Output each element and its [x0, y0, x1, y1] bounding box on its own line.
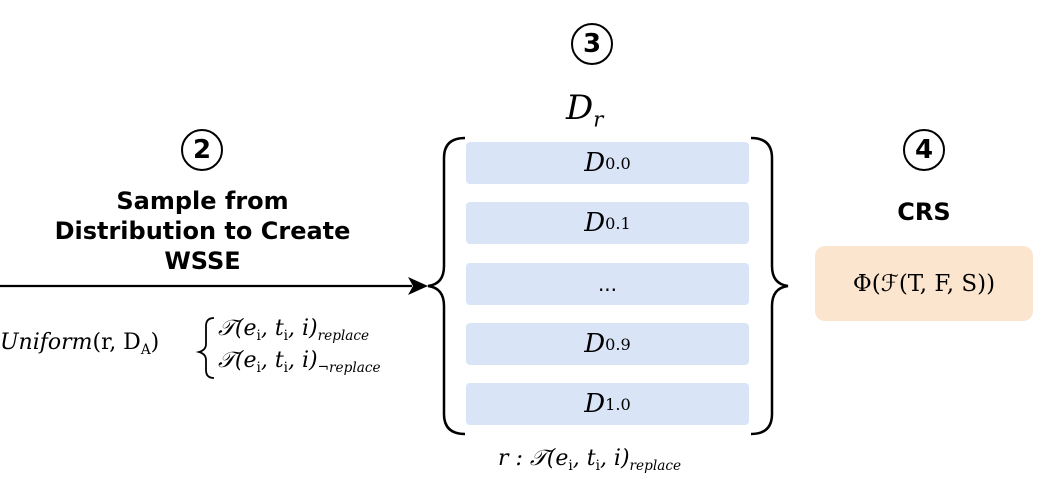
stack-caption-prefix: r :	[498, 446, 530, 471]
step-2-title-line1: Sample from	[116, 187, 289, 215]
step-4-title: CRS	[897, 198, 951, 226]
right-brace	[750, 136, 789, 436]
stack-item-d01-symbol: D	[584, 208, 606, 238]
stack-item-d00-symbol: D	[584, 148, 606, 178]
cases-brace	[195, 317, 215, 379]
case-not-replace-sub-e: i	[256, 359, 261, 376]
step-2-badge: 2	[181, 129, 223, 171]
step-3-badge: 3	[571, 23, 613, 65]
stack-caption: r : 𝒯(ei, ti, i)replace	[498, 446, 681, 474]
stack-item-d10-symbol: D	[584, 389, 606, 419]
case-not-replace-end: , i)	[288, 348, 318, 373]
sample-arrow-head	[408, 277, 428, 295]
uniform-formula: Uniform(r, DA)	[0, 330, 159, 358]
case-replace-body: (e	[234, 316, 257, 341]
case-not-replace: 𝒯(ei, ti, i)¬replace	[218, 348, 381, 376]
stack-item-ellipsis-text: ...	[597, 272, 618, 296]
set-dr-symbol: D	[566, 88, 594, 128]
case-replace-mid: , t	[260, 316, 284, 341]
crs-formula: Φ(ℱ(T, F, S))	[852, 270, 996, 297]
stack-caption-script: 𝒯	[529, 446, 547, 471]
stack-item-d10-subscript: 1.0	[605, 394, 631, 414]
case-replace-end: , i)	[288, 316, 318, 341]
stack-caption-subscript: replace	[629, 457, 682, 474]
crs-formula-box: Φ(ℱ(T, F, S))	[815, 246, 1033, 321]
stack-item-d09-subscript: 0.9	[605, 334, 631, 354]
stack-item-d00-subscript: 0.0	[605, 153, 631, 173]
case-replace: 𝒯(ei, ti, i)replace	[218, 316, 369, 344]
set-dr-subscript: r	[593, 106, 604, 132]
case-not-replace-sub-t: i	[283, 359, 289, 376]
case-not-replace-body: (e	[234, 348, 257, 373]
stack-caption-args: (e	[546, 446, 569, 471]
stack-item-d10: D 1.0	[466, 383, 749, 425]
case-not-replace-subscript: ¬replace	[317, 359, 381, 376]
uniform-args-sub: A	[140, 341, 151, 358]
stack-caption-end: , i)	[599, 446, 630, 471]
step-2-title: Sample from Distribution to Create WSSE	[20, 186, 385, 276]
step-2-number: 2	[192, 135, 212, 165]
case-not-replace-script: 𝒯	[218, 348, 235, 373]
case-replace-sub-t: i	[283, 327, 289, 344]
uniform-args-close: )	[150, 330, 160, 355]
step-2-title-line3: WSSE	[164, 247, 241, 275]
stack-item-ellipsis: ...	[466, 263, 749, 305]
uniform-func-name: Uniform	[0, 330, 93, 355]
step-4-badge: 4	[903, 129, 945, 171]
case-replace-script: 𝒯	[218, 316, 235, 341]
stack-item-d09-symbol: D	[584, 329, 606, 359]
stack-item-d00: D 0.0	[466, 142, 749, 184]
case-not-replace-mid: , t	[260, 348, 284, 373]
stack-item-d01: D 0.1	[466, 202, 749, 244]
stack-caption-sub-t: i	[595, 457, 600, 474]
stack-caption-mid: , t	[572, 446, 596, 471]
stack-item-d01-subscript: 0.1	[605, 213, 631, 233]
set-dr-label: Dr	[566, 88, 603, 131]
step-2-title-line2: Distribution to Create	[54, 217, 351, 245]
uniform-args-open: (r, D	[92, 330, 141, 355]
step-4-number: 4	[914, 135, 934, 165]
step-3-number: 3	[582, 29, 602, 59]
stack-item-d09: D 0.9	[466, 323, 749, 365]
stack-caption-sub-e: i	[568, 457, 573, 474]
case-replace-sub-e: i	[256, 327, 261, 344]
case-replace-subscript: replace	[317, 327, 370, 344]
left-brace	[427, 136, 466, 436]
